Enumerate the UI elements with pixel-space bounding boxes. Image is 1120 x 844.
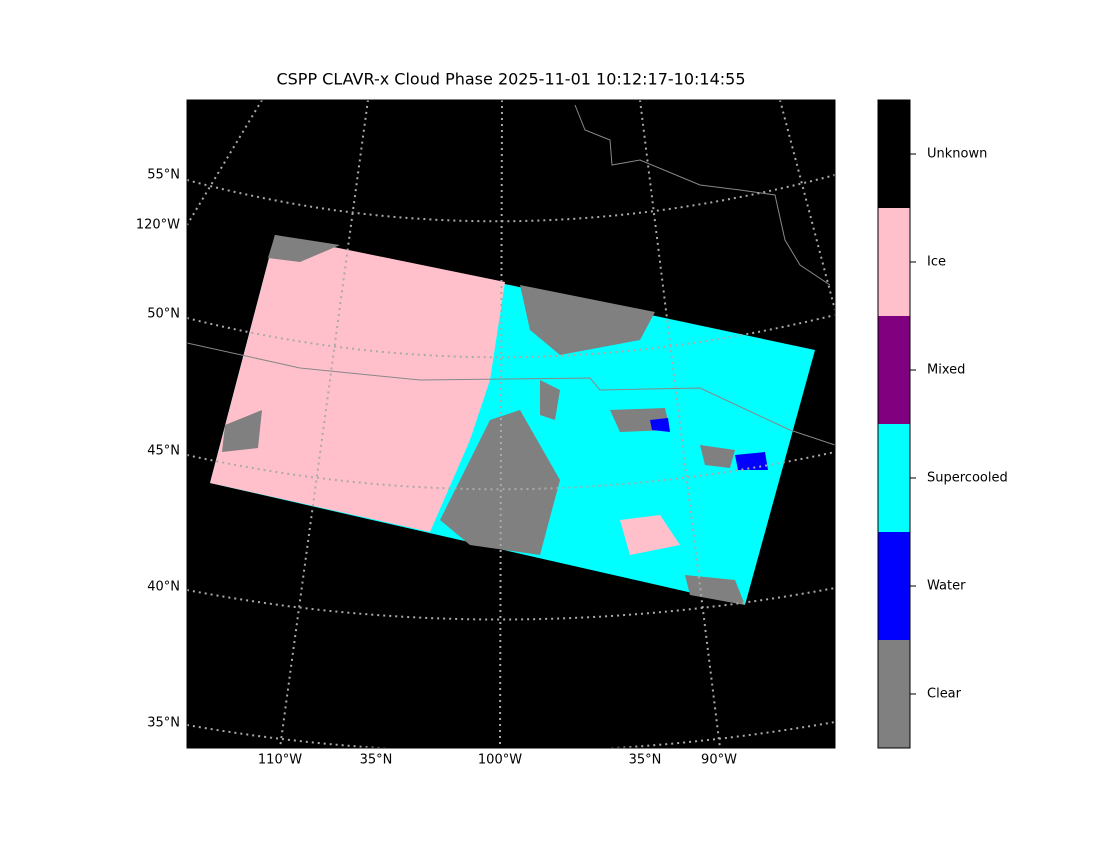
lat-label: 55°N [147, 168, 180, 183]
graticule [639, 100, 721, 748]
water-region [650, 418, 670, 432]
lon-label: 100°W [478, 753, 522, 768]
water-region [735, 452, 768, 470]
colorbar-segment [878, 208, 910, 316]
clear-region [440, 410, 560, 555]
clear-region [222, 410, 262, 452]
lon-label: 35°N [629, 753, 662, 768]
lon-label: 35°N [360, 753, 393, 768]
border [187, 342, 835, 446]
clear-region [540, 380, 560, 420]
graticule [187, 174, 835, 223]
colorbar-frame [877, 99, 911, 749]
clear-region [700, 445, 735, 468]
colorbar-segment [878, 640, 910, 748]
colorbar-segment [878, 532, 910, 640]
graticule [779, 100, 835, 311]
graticule [279, 100, 369, 748]
colorbar-segment [878, 424, 910, 532]
lat-label: 35°N [147, 716, 180, 731]
lat-label: 45°N [147, 444, 180, 459]
graticule [187, 451, 835, 491]
graticule [187, 314, 835, 359]
ice-region [210, 235, 505, 532]
graticule [499, 100, 503, 748]
lat-label: 40°N [147, 580, 180, 595]
coastline [574, 104, 831, 286]
colorbar-label: Mixed [927, 363, 965, 378]
colorbar-segment [878, 316, 910, 424]
colorbar-label: Unknown [927, 147, 987, 162]
clear-region [268, 235, 340, 262]
colorbar-label: Ice [927, 255, 946, 270]
colorbar-label: Water [927, 579, 966, 594]
title: CSPP CLAVR-x Cloud Phase 2025-11-01 10:1… [276, 70, 745, 89]
map-frame [186, 99, 836, 749]
lon-label: 110°W [258, 753, 302, 768]
colorbar-segment [878, 100, 910, 208]
graticule [187, 100, 263, 226]
lat-label: 50°N [147, 307, 180, 322]
lon-label: 90°W [701, 753, 737, 768]
clear-region [520, 285, 655, 355]
colorbar-label: Clear [927, 687, 962, 702]
colorbar-label: Supercooled [927, 471, 1008, 486]
lat-label: 120°W [136, 218, 180, 233]
map [187, 100, 835, 748]
ice-region [620, 515, 680, 555]
